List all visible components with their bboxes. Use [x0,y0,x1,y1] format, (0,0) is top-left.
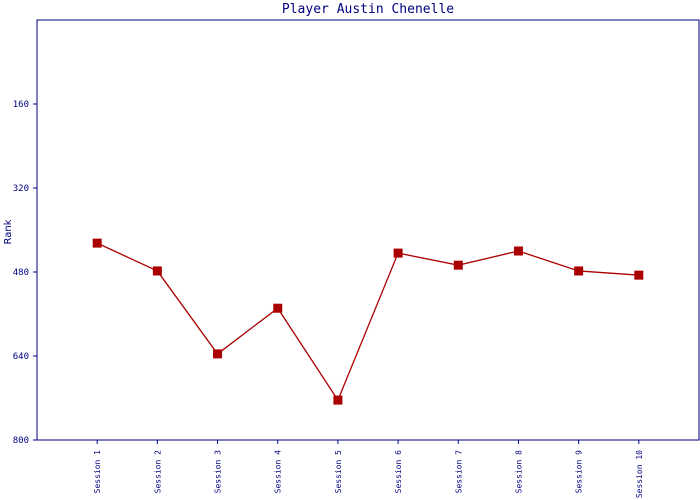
x-tick-label: Session 8 [514,450,523,494]
y-tick-label: 640 [13,352,29,362]
y-tick-label: 320 [13,184,29,194]
data-point [634,270,644,280]
x-tick-label: Session 6 [394,450,403,494]
data-point [574,266,584,276]
data-point [393,248,403,258]
data-point [213,349,223,359]
x-tick-label: Session 2 [153,450,162,494]
x-tick-label: Session 1 [93,450,102,494]
y-tick-label: 480 [13,268,29,278]
chart-title: Player Austin Chenelle [282,2,454,17]
plot-frame [36,19,700,441]
data-point [273,303,283,313]
x-tick-label: Session 7 [454,450,463,494]
y-tick-label: 800 [13,436,29,446]
data-point [92,238,102,248]
x-tick-label: Session 4 [274,450,283,494]
x-tick-label: Session 5 [334,450,343,494]
data-point [513,246,523,256]
y-tick-label: 160 [13,100,29,110]
x-tick-label: Session 3 [214,450,223,494]
series-line [96,242,639,402]
x-tick-label: Session 9 [575,450,584,494]
data-point [453,260,463,270]
y-axis-label: Rank [3,219,14,244]
x-tick-label: Session 10 [635,450,644,498]
data-point [333,395,343,405]
data-point [152,266,162,276]
